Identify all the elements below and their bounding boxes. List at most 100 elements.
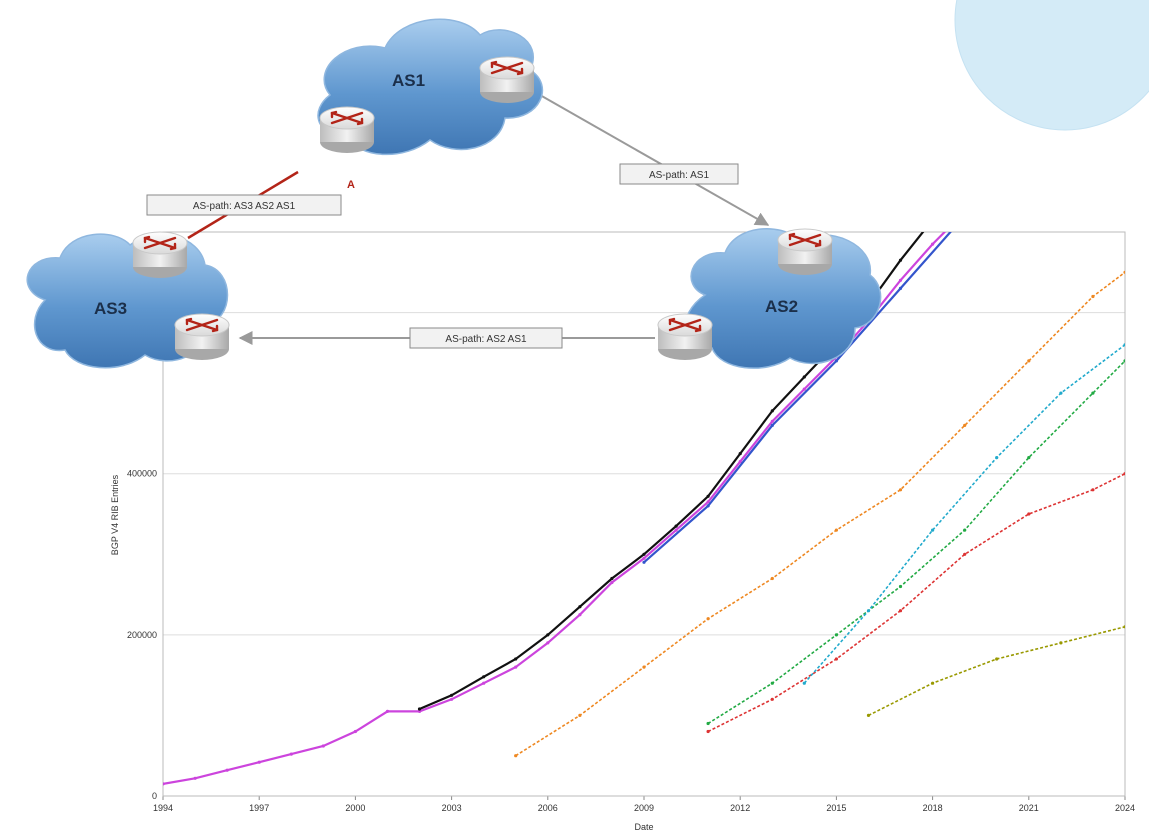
series-line-7 bbox=[868, 626, 1125, 717]
series-3-point-10 bbox=[1123, 270, 1125, 274]
x-tick-label: 1994 bbox=[153, 803, 173, 813]
series-1-point-12 bbox=[802, 375, 806, 379]
series-7-point-2 bbox=[995, 657, 999, 661]
router-as3-a bbox=[132, 231, 188, 278]
y-tick-label: 200000 bbox=[127, 630, 157, 640]
plot-frame bbox=[162, 231, 1126, 797]
as2-name: AS2 bbox=[765, 297, 798, 316]
series-1-point-2 bbox=[482, 675, 486, 679]
series-2-point-3 bbox=[834, 359, 839, 363]
as1-cloud: AS1 bbox=[317, 18, 544, 156]
series-1-point-16 bbox=[931, 218, 934, 221]
router-as2-b bbox=[657, 313, 713, 360]
series-5-point-0 bbox=[706, 729, 710, 734]
as3-name: AS3 bbox=[94, 299, 127, 318]
series-3-point-0 bbox=[514, 754, 518, 758]
y-tick-label: 400000 bbox=[127, 469, 157, 479]
series-1-point-1 bbox=[450, 693, 454, 697]
series-2-point-5 bbox=[963, 214, 966, 217]
x-tick-label: 2024 bbox=[1115, 803, 1135, 813]
marker-a: A bbox=[347, 179, 355, 191]
x-tick-label: 2009 bbox=[634, 803, 654, 813]
series-0-point-26 bbox=[995, 170, 998, 173]
series-5-point-4 bbox=[963, 552, 967, 556]
series-0-point-6 bbox=[353, 729, 357, 734]
series-3-point-2 bbox=[642, 665, 646, 669]
series-line-5 bbox=[707, 472, 1125, 733]
series-6-point-1 bbox=[866, 609, 871, 613]
label-as1-to-as2-text: AS-path: AS1 bbox=[649, 170, 709, 181]
series-1-point-5 bbox=[578, 605, 582, 609]
as-path-loop-diagram: AS1 AS3 bbox=[26, 18, 882, 369]
series-6-point-0 bbox=[802, 681, 806, 685]
series-4-point-5 bbox=[1027, 456, 1031, 460]
series-1-point-9 bbox=[706, 494, 710, 498]
series-0-point-7 bbox=[385, 709, 390, 714]
chart-gridlines bbox=[162, 312, 1126, 800]
x-tick-label: 2015 bbox=[826, 803, 846, 813]
series-0-point-10 bbox=[482, 681, 486, 685]
router-as1-a bbox=[319, 106, 375, 153]
series-4-point-1 bbox=[770, 681, 774, 685]
series-7-point-1 bbox=[931, 681, 935, 685]
y-axis-title: BGP V4 RIB Entries bbox=[110, 474, 120, 555]
series-0-point-12 bbox=[546, 641, 550, 645]
series-5-point-7 bbox=[1123, 472, 1125, 476]
series-0-point-13 bbox=[578, 613, 582, 617]
router-as2-a bbox=[777, 228, 833, 275]
series-1-point-4 bbox=[546, 633, 550, 637]
x-tick-label: 2021 bbox=[1019, 803, 1039, 813]
label-as3-to-as1: AS-path: AS3 AS2 AS1 bbox=[146, 194, 342, 216]
y-tick-label: 0 bbox=[152, 791, 157, 801]
series-0-point-25 bbox=[963, 210, 966, 213]
router-as3-b bbox=[174, 313, 230, 360]
series-1-point-6 bbox=[610, 576, 614, 581]
x-axis-title: Date bbox=[634, 822, 653, 832]
series-1-point-15 bbox=[898, 258, 903, 262]
x-tick-label: 2000 bbox=[345, 803, 365, 813]
series-5-point-2 bbox=[834, 657, 839, 661]
series-0-point-19 bbox=[770, 419, 774, 423]
series-5-point-5 bbox=[1027, 512, 1031, 516]
series-2-point-0 bbox=[642, 560, 646, 564]
router-arrows-icon bbox=[330, 110, 364, 126]
series-3-point-3 bbox=[706, 617, 710, 621]
series-2-point-6 bbox=[1027, 142, 1030, 145]
series-3-point-8 bbox=[1027, 359, 1031, 363]
series-5-point-6 bbox=[1091, 488, 1095, 492]
series-4-point-2 bbox=[834, 633, 839, 637]
series-1-point-8 bbox=[674, 524, 678, 528]
x-axis-ticks: 1994 1997 2000 2003 2006 2009 2012 2015 2018 2021… bbox=[153, 803, 1135, 813]
series-0-point-9 bbox=[450, 697, 454, 701]
series-line-4 bbox=[707, 360, 1125, 725]
series-7-point-0 bbox=[866, 713, 871, 718]
series-3-point-9 bbox=[1091, 294, 1095, 299]
series-0-point-8 bbox=[417, 709, 422, 714]
label-as2-to-as3: AS-path: AS2 AS1 bbox=[409, 327, 563, 349]
series-4-point-7 bbox=[1123, 359, 1125, 363]
series-4-point-0 bbox=[706, 721, 710, 726]
series-5-point-3 bbox=[898, 609, 903, 613]
x-tick-label: 2006 bbox=[538, 803, 558, 813]
series-7-point-3 bbox=[1059, 641, 1063, 645]
series-0-point-14 bbox=[610, 580, 614, 585]
label-as2-to-as3-text: AS-path: AS2 AS1 bbox=[445, 334, 527, 345]
series-6-point-2 bbox=[931, 528, 935, 532]
series-1-point-17 bbox=[963, 182, 966, 185]
series-3-point-7 bbox=[963, 423, 967, 427]
x-tick-label: 1997 bbox=[249, 803, 269, 813]
series-4-point-3 bbox=[898, 584, 903, 589]
series-0-point-16 bbox=[674, 528, 678, 532]
series-3-point-1 bbox=[578, 713, 582, 718]
x-tick-label: 2012 bbox=[730, 803, 750, 813]
series-line-6 bbox=[803, 344, 1125, 684]
router-arrows-icon bbox=[668, 317, 702, 333]
router-arrows-icon bbox=[490, 60, 524, 76]
router-as1-b bbox=[479, 56, 535, 103]
series-0-point-24 bbox=[931, 242, 935, 246]
series-0-point-3 bbox=[257, 760, 261, 764]
label-as3-to-as1-text: AS-path: AS3 AS2 AS1 bbox=[193, 201, 296, 212]
series-0-point-23 bbox=[898, 278, 903, 282]
series-7-point-4 bbox=[1123, 625, 1125, 629]
